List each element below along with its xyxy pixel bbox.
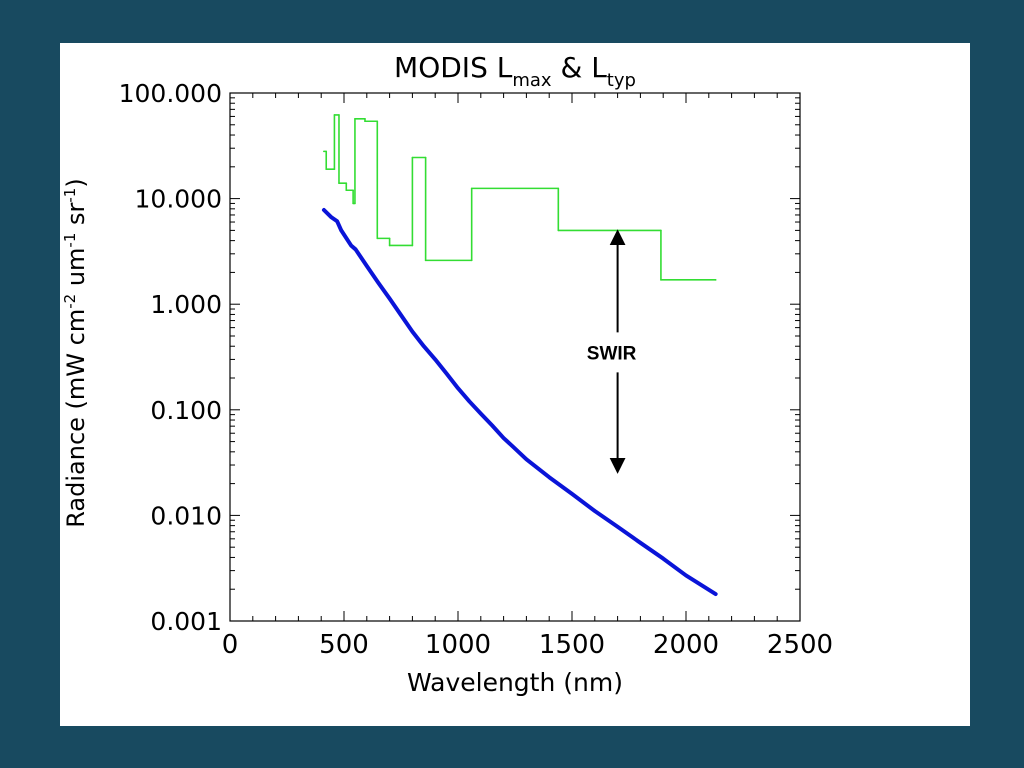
plot-border [229, 92, 801, 622]
y-axis: 0.001 0.010 0.100 1.000 10.000 100.000 Radianc… [61, 79, 800, 636]
ltyp-point [422, 344, 426, 348]
ltyp-point [714, 592, 718, 596]
lmax-point [424, 156, 427, 159]
lmax-point [345, 189, 348, 192]
lmax-point [352, 202, 354, 205]
ltyp-point [511, 444, 515, 448]
lmax-point [354, 117, 356, 120]
lmax-point [376, 237, 379, 240]
ltyp-point [365, 264, 369, 268]
lmax-point [376, 120, 379, 123]
x-tick-label: 1500 [539, 630, 605, 660]
lmax-point [411, 156, 414, 159]
lmax-point [333, 168, 336, 170]
y-tick-label: 100.000 [119, 79, 222, 108]
ltyp-point [456, 386, 460, 390]
plot-frame [229, 92, 801, 622]
ltyp-point [376, 281, 380, 285]
ltyp-point [616, 525, 620, 529]
y-tick-label: 0.100 [150, 396, 222, 425]
ltyp-point [502, 436, 506, 440]
ltyp-point [329, 215, 333, 219]
lmax-point [364, 117, 366, 120]
ltyp-point [335, 219, 339, 223]
x-tick-label: 2500 [767, 630, 833, 660]
x-axis: 0 500 1000 1500 2000 2500 Wavelength (nm) [222, 93, 833, 697]
lmax-point [354, 202, 356, 205]
lmax-point [338, 182, 340, 184]
lmax-point [557, 187, 560, 190]
annotation-group: SWIR [587, 229, 637, 474]
lmax-point [388, 237, 391, 240]
lmax-point [325, 168, 328, 170]
ltyp-point [547, 475, 551, 479]
x-tick-label: 0 [222, 630, 239, 660]
ltyp-point [445, 372, 449, 376]
ltyp-point [410, 330, 414, 334]
ltyp-point [570, 492, 574, 496]
x-tick-label: 1000 [425, 630, 491, 660]
lmax-point [364, 120, 366, 123]
lmax-point [660, 279, 662, 281]
lmax-point [345, 182, 348, 184]
ltyp-point [479, 412, 483, 416]
lmax-point [470, 187, 473, 190]
lmax-point [352, 189, 354, 192]
y-tick-label: 0.001 [150, 607, 222, 636]
lmax-point [714, 279, 717, 281]
series-group [321, 114, 718, 597]
ltyp-point [684, 573, 688, 577]
chart-title-text: MODIS Lmax & Ltyp [394, 51, 636, 91]
x-tick-label: 2000 [653, 630, 719, 660]
ltyp-point [399, 312, 403, 316]
y-axis-label: Radiance (mW cm-2 um-1 sr-1) [61, 178, 90, 527]
lmax-point [325, 150, 328, 153]
slide-panel: MODIS Lmax & Ltyp 0 500 1000 1500 2000 2500 Wa… [60, 43, 970, 726]
ltyp-point [467, 399, 471, 403]
series-ltyp-line [321, 207, 718, 597]
lmax-point [338, 114, 340, 116]
lmax-point [660, 229, 662, 232]
x-tick-label: 500 [319, 630, 369, 660]
chart: MODIS Lmax & Ltyp 0 500 1000 1500 2000 2500 Wa… [61, 51, 833, 697]
lmax-point [388, 244, 391, 247]
ltyp-point [524, 457, 528, 461]
lmax-point [470, 259, 473, 262]
x-axis-label: Wavelength (nm) [407, 668, 623, 697]
ltyp-point [339, 228, 343, 232]
series-lmax-line [323, 114, 717, 281]
lmax-point [333, 114, 336, 116]
ltyp-point [490, 424, 494, 428]
ltyp-point [661, 557, 665, 561]
ltyp-point [593, 509, 597, 513]
ltyp-point [388, 297, 392, 301]
y-tick-label: 1.000 [150, 290, 222, 319]
ltyp-point [322, 208, 326, 212]
ltyp-point [433, 357, 437, 361]
lmax-point [424, 259, 427, 262]
y-tick-label: 10.000 [135, 185, 222, 214]
lmax-point [323, 150, 325, 153]
ltyp-point [349, 243, 353, 247]
y-tick-label: 0.010 [150, 501, 222, 530]
chart-title: MODIS Lmax & Ltyp [394, 51, 636, 91]
lmax-point [557, 229, 560, 232]
swir-label: SWIR [587, 343, 637, 364]
lmax-point [411, 244, 414, 247]
ltyp-point [638, 541, 642, 545]
ltyp-point [354, 247, 358, 251]
